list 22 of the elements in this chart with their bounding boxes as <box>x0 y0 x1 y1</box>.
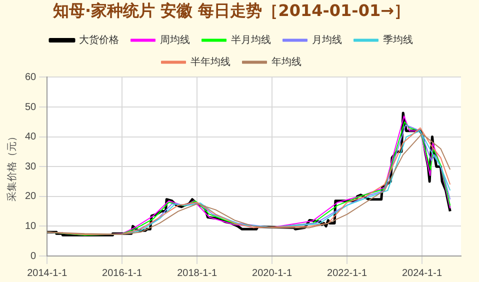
x-tick-label: 2022-1-1 <box>327 268 368 279</box>
y-tick-label: 10 <box>25 220 37 232</box>
y-tick-label: 20 <box>25 191 37 202</box>
legend-label: 周均线 <box>160 34 190 46</box>
y-tick-label: 60 <box>25 72 37 83</box>
x-tick-label: 2020-1-1 <box>252 268 292 279</box>
y-tick-label: 30 <box>25 161 37 172</box>
y-tick-label: 0 <box>30 250 37 262</box>
legend-label: 半月均线 <box>231 34 271 46</box>
y-axis-title: 采集价格（元） <box>6 132 18 202</box>
y-tick-label: 40 <box>25 132 37 143</box>
y-tick-label: 50 <box>25 102 37 113</box>
chart-title: 知母·家种统片 安徽 每日走势［2014-01-01→］ <box>52 0 410 20</box>
legend-label: 月均线 <box>312 34 342 46</box>
legend-label: 年均线 <box>272 56 302 68</box>
x-tick-label: 2014-1-1 <box>27 268 68 279</box>
x-tick-label: 2016-1-1 <box>102 268 143 279</box>
x-tick-label: 2024-1-1 <box>402 268 442 279</box>
legend-label: 大货价格 <box>79 34 119 46</box>
legend-label: 半年均线 <box>190 56 230 68</box>
x-tick-label: 2018-1-1 <box>177 268 218 279</box>
legend-label: 季均线 <box>383 34 413 46</box>
